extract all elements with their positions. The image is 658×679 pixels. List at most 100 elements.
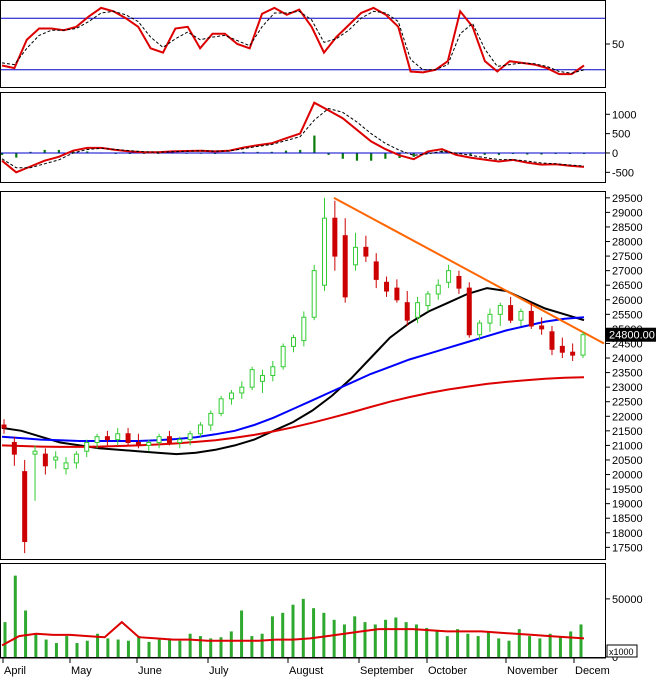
volume-unit-box [606,644,638,658]
price-tick-label: 22000 [612,411,643,423]
volume-bar [34,633,38,657]
price-moving-average [1,376,585,448]
price-candle-body [166,436,172,443]
volume-bar [85,640,89,657]
volume-bar [332,619,336,657]
volume-bar [198,636,202,657]
volume-bar [373,624,377,657]
macd-histogram-bar [483,152,486,155]
volume-bar [579,624,583,657]
price-tick-label: 25500 [612,309,643,321]
price-candle-body [187,433,193,441]
price-tick-label: 22500 [612,397,643,409]
month-label: November [507,665,558,677]
volume-bar [322,612,326,657]
volume-bar [281,612,285,657]
volume-bar [250,636,254,657]
volume-bar [435,631,439,657]
price-tick-label: 24000 [612,353,643,365]
volume-bar [507,640,511,657]
volume-bar [353,616,357,657]
macd-histogram-bar [71,150,75,153]
last-price-badge [606,327,656,342]
price-candle-body [135,441,141,446]
price-candle-body [435,284,441,295]
volume-bar [209,638,213,657]
price-candle-body [280,345,286,368]
price-candle-body [456,275,462,289]
price-candle-body [342,235,348,298]
macd-histogram-bar [341,152,344,159]
price-tick-label: 20000 [612,470,643,482]
volume-bar [301,598,305,657]
price-candle-body [104,436,110,441]
price-candle-body [508,305,514,321]
volume-bar [75,643,79,657]
volume-bar [363,622,367,657]
price-candle-body [125,433,131,443]
volume-bar [240,610,244,657]
volume-bar [219,637,223,657]
month-label: October [428,665,467,677]
price-tick-label: 27500 [612,251,643,263]
volume-bar [270,616,274,657]
price-candle-body [11,441,17,455]
macd-tick-label: 0 [612,148,618,160]
macd-histogram-bar [284,150,288,153]
volume-tick-label: 0 [612,652,618,664]
volume-bar [538,638,542,657]
volume-bar [569,631,573,657]
price-moving-average [1,287,585,456]
price-candle-body [528,310,534,327]
volume-bar [260,633,264,657]
price-candle-body [539,325,545,330]
volume-bar [456,629,460,657]
price-tick-label: 21000 [612,440,643,452]
price-candle-body [311,270,317,318]
price-candle-body [239,386,245,394]
price-candle-body [249,369,255,388]
price-candle-body [53,456,59,461]
price-tick-label: 20500 [612,455,643,467]
price-panel [0,191,606,560]
macd-histogram-bar [412,152,415,157]
price-tick-label: 17500 [612,542,643,554]
macd-histogram-bar [313,135,316,153]
month-label: May [71,665,92,677]
volume-unit-label: x1000 [609,647,634,657]
price-candle-body [73,453,79,464]
volume-tick-label: 50000 [612,594,643,606]
volume-bar [54,643,58,657]
macd-histogram-bar [299,149,302,153]
volume-bar [96,633,100,657]
price-candle-body [559,345,565,353]
price-candle-body [477,322,483,336]
oscillator-tick-label: 50 [612,39,624,51]
price-candle-body [425,293,431,307]
price-tick-label: 18500 [612,513,643,525]
price-candle-body [32,450,38,455]
macd-tick-label: 500 [612,129,630,141]
month-label: July [209,665,229,677]
price-candle-body [259,375,265,382]
volume-bar [157,639,161,657]
volume-bar [466,633,470,657]
volume-bar [13,575,17,657]
price-candle-body [208,412,214,426]
volume-bar [384,619,388,657]
macd-histogram-bar [384,152,387,159]
volume-bar [3,622,7,657]
month-label: April [4,665,26,677]
price-candle-body [322,217,328,286]
volume-bar [342,624,346,657]
volume-bar [178,640,182,657]
price-trendline [333,196,605,345]
oscillator-main-line [1,6,585,76]
volume-bar [425,627,429,657]
volume-bar [404,622,408,657]
volume-bar [137,636,141,657]
volume-average-line [1,620,585,647]
price-tick-label: 28500 [612,222,643,234]
macd-histogram-bar [29,151,32,153]
